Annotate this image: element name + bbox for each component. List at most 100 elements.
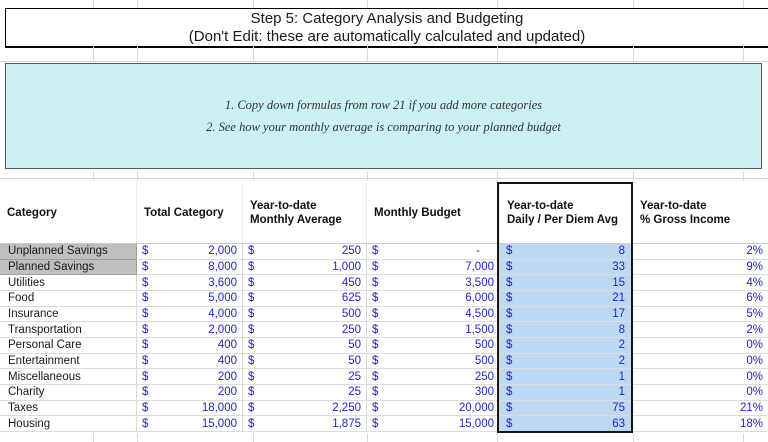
cell-value: 2%: [746, 323, 763, 336]
gridline: [497, 46, 498, 62]
monthly-budget-cell[interactable]: $ 250: [367, 369, 500, 385]
monthly-average-cell[interactable]: $ 1,875: [243, 416, 367, 432]
pct-gross-income-cell[interactable]: 0%: [633, 354, 768, 369]
table-row: Personal Care $ 400 $ 50 $ 500 $ 2 0%: [0, 338, 768, 354]
daily-avg-cell[interactable]: $ 8: [500, 244, 633, 259]
daily-avg-cell[interactable]: $ 2: [500, 353, 633, 369]
daily-avg-cell[interactable]: $ 21: [500, 291, 633, 306]
pct-gross-income-cell[interactable]: 0%: [633, 369, 768, 384]
category-label: Entertainment: [8, 355, 80, 368]
monthly-budget-cell[interactable]: $ 500: [367, 353, 500, 369]
category-cell[interactable]: Entertainment: [0, 353, 137, 369]
monthly-budget-cell[interactable]: $ 20,000: [367, 400, 500, 416]
monthly-average-cell[interactable]: $ 250: [243, 244, 367, 259]
monthly-budget-cell[interactable]: $ 1,500: [367, 322, 500, 338]
cell-value: 4,000: [208, 308, 237, 321]
pct-gross-income-cell[interactable]: 2%: [633, 322, 768, 337]
monthly-budget-cell[interactable]: $ 6,000: [367, 291, 500, 306]
monthly-average-cell[interactable]: $ 450: [243, 275, 367, 291]
category-cell[interactable]: Insurance: [0, 306, 137, 322]
cell-value: 2,000: [208, 323, 237, 336]
total-category-cell[interactable]: $ 400: [137, 353, 243, 369]
monthly-average-cell[interactable]: $ 25: [243, 385, 367, 400]
category-label: Planned Savings: [8, 261, 95, 273]
monthly-budget-cell[interactable]: $ 500: [367, 338, 500, 353]
category-cell[interactable]: Miscellaneous: [0, 369, 137, 385]
header-total-category[interactable]: Total Category: [137, 182, 243, 243]
monthly-budget-cell[interactable]: $ 15,000: [367, 416, 500, 432]
instructions-box[interactable]: 1. Copy down formulas from row 21 if you…: [5, 63, 762, 169]
total-category-cell[interactable]: $ 4,000: [137, 306, 243, 322]
total-category-cell[interactable]: $ 18,000: [137, 400, 243, 416]
header-ytd-monthly-average[interactable]: Year-to-date Monthly Average: [243, 182, 367, 243]
table-header-row: Category Total Category Year-to-date Mon…: [0, 182, 768, 244]
daily-avg-cell[interactable]: $ 8: [500, 322, 633, 338]
monthly-average-cell[interactable]: $ 50: [243, 338, 367, 353]
monthly-average-cell[interactable]: $ 250: [243, 322, 367, 338]
gridline: [93, 0, 94, 8]
daily-avg-cell[interactable]: $ 1: [500, 369, 633, 385]
monthly-average-cell[interactable]: $ 1,000: [243, 259, 367, 275]
category-cell[interactable]: Charity: [0, 385, 137, 400]
pct-gross-income-cell[interactable]: 21%: [633, 401, 768, 416]
category-cell[interactable]: Taxes: [0, 400, 137, 416]
total-category-cell[interactable]: $ 5,000: [137, 291, 243, 306]
cell-value: 500: [474, 339, 494, 352]
monthly-average-cell[interactable]: $ 25: [243, 369, 367, 385]
currency-symbol: $: [142, 417, 149, 430]
category-cell[interactable]: Unplanned Savings: [0, 244, 137, 260]
total-category-cell[interactable]: $ 8,000: [137, 259, 243, 275]
category-cell[interactable]: Housing: [0, 416, 137, 432]
monthly-budget-cell[interactable]: $ 7,000: [367, 259, 500, 275]
monthly-average-cell[interactable]: $ 500: [243, 306, 367, 322]
monthly-budget-cell[interactable]: $ 300: [367, 385, 500, 400]
monthly-budget-cell[interactable]: $ 4,500: [367, 306, 500, 322]
daily-avg-cell[interactable]: $ 2: [500, 338, 633, 353]
category-label: Transportation: [8, 323, 82, 336]
daily-avg-cell[interactable]: $ 15: [500, 275, 633, 291]
category-cell[interactable]: Transportation: [0, 322, 137, 338]
category-cell[interactable]: Food: [0, 291, 137, 306]
daily-avg-cell[interactable]: $ 63: [500, 416, 633, 432]
daily-avg-cell[interactable]: $ 17: [500, 306, 633, 322]
pct-gross-income-cell[interactable]: 4%: [633, 275, 768, 290]
pct-gross-income-cell[interactable]: 5%: [633, 307, 768, 322]
pct-gross-income-cell[interactable]: 0%: [633, 338, 768, 353]
monthly-average-cell[interactable]: $ 625: [243, 291, 367, 306]
monthly-average-cell[interactable]: $ 2,250: [243, 400, 367, 416]
header-category[interactable]: Category: [0, 182, 137, 243]
daily-avg-cell[interactable]: $ 1: [500, 385, 633, 400]
currency-symbol: $: [248, 261, 255, 273]
total-category-cell[interactable]: $ 2,000: [137, 244, 243, 259]
daily-avg-cell[interactable]: $ 75: [500, 400, 633, 416]
daily-avg-cell[interactable]: $ 33: [500, 259, 633, 275]
cell-value: 20,000: [458, 402, 494, 415]
header-ytd-daily-avg[interactable]: Year-to-date Daily / Per Diem Avg: [500, 182, 633, 243]
total-category-cell[interactable]: $ 200: [137, 385, 243, 400]
pct-gross-income-cell[interactable]: 9%: [633, 260, 768, 275]
title-block[interactable]: Step 5: Category Analysis and Budgeting …: [5, 8, 768, 48]
header-monthly-budget[interactable]: Monthly Budget: [367, 182, 500, 243]
monthly-budget-cell[interactable]: $ -: [367, 244, 500, 259]
pct-gross-income-cell[interactable]: 2%: [633, 244, 768, 259]
pct-gross-income-cell[interactable]: 18%: [633, 416, 768, 431]
pct-gross-income-cell[interactable]: 6%: [633, 291, 768, 306]
category-cell[interactable]: Personal Care: [0, 338, 137, 353]
monthly-budget-cell[interactable]: $ 3,500: [367, 275, 500, 291]
gridline: [633, 434, 634, 442]
total-category-cell[interactable]: $ 200: [137, 369, 243, 385]
total-category-cell[interactable]: $ 3,600: [137, 275, 243, 291]
cell-value: 625: [341, 292, 361, 305]
cell-value: 4,500: [465, 308, 494, 321]
category-cell[interactable]: Utilities: [0, 275, 137, 291]
pct-gross-income-cell[interactable]: 0%: [633, 385, 768, 400]
gridline: [367, 434, 368, 442]
header-ytd-pct-gross-income[interactable]: Year-to-date % Gross Income: [640, 199, 731, 226]
category-cell[interactable]: Planned Savings: [0, 259, 137, 276]
total-category-cell[interactable]: $ 15,000: [137, 416, 243, 432]
sheet-title: Step 5: Category Analysis and Budgeting: [250, 9, 524, 27]
total-category-cell[interactable]: $ 400: [137, 338, 243, 353]
table-row: Charity $ 200 $ 25 $ 300 $ 1 0%: [0, 385, 768, 401]
monthly-average-cell[interactable]: $ 50: [243, 353, 367, 369]
total-category-cell[interactable]: $ 2,000: [137, 322, 243, 338]
